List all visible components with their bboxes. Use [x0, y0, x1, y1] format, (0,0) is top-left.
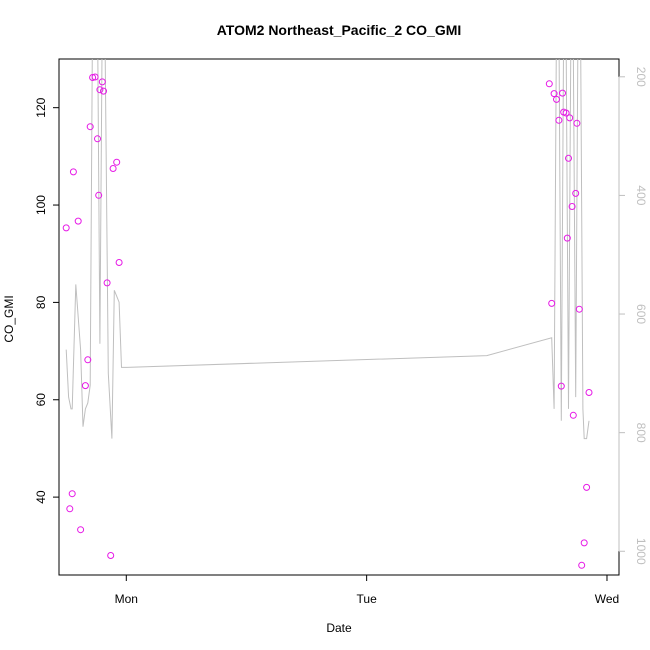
- data-point-7: [84, 356, 92, 364]
- plot-frame: [58, 58, 620, 576]
- data-point-19: [113, 158, 121, 166]
- y-axis-label: CO_GMI: [2, 295, 16, 342]
- data-point-18: [109, 165, 117, 172]
- data-point-10: [91, 73, 99, 81]
- data-point-13: [96, 86, 104, 94]
- data-point-25: [555, 116, 563, 124]
- data-point-15: [100, 87, 107, 95]
- data-point-17: [107, 552, 115, 559]
- data-point-34: [569, 411, 577, 419]
- data-point-35: [572, 189, 580, 197]
- series-line-0-0: [65, 59, 590, 440]
- data-point-39: [580, 539, 588, 547]
- data-point-40: [583, 483, 591, 491]
- y-axis: 40 60 80 100 120: [34, 97, 60, 504]
- y2-tick-label-3: 800: [634, 423, 648, 443]
- y2-tick-label-2: 600: [634, 304, 648, 324]
- data-point-30: [563, 234, 571, 242]
- y-tick-label-1: 60: [34, 393, 48, 407]
- data-point-36: [573, 119, 581, 127]
- data-point-2: [68, 490, 76, 498]
- data-point-33: [568, 203, 576, 210]
- data-point-21: [545, 80, 553, 88]
- data-point-22: [548, 299, 556, 307]
- chart-title: ATOM2 Northeast_Pacific_2 CO_GMI: [217, 22, 462, 38]
- data-point-6: [81, 382, 89, 390]
- data-point-20: [115, 259, 123, 266]
- data-point-5: [77, 526, 85, 534]
- y-tick-label-2: 80: [34, 295, 48, 309]
- x-tick-label-2: Wed: [595, 592, 619, 606]
- data-point-16: [103, 279, 111, 287]
- data-point-4: [74, 217, 82, 225]
- data-point-37: [575, 305, 583, 313]
- data-point-29: [562, 109, 570, 117]
- data-point-3: [69, 168, 77, 176]
- data-point-26: [557, 382, 565, 390]
- data-point-8: [86, 123, 94, 131]
- data-point-1: [66, 505, 74, 513]
- data-point-31: [565, 154, 572, 162]
- y2-tick-label-4: 1000: [634, 538, 648, 565]
- pressure-series: [65, 59, 590, 440]
- x-axis: Mon Tue Wed: [115, 574, 619, 606]
- y-tick-label-3: 100: [34, 195, 48, 215]
- x-axis-label: Date: [326, 621, 352, 635]
- x-tick-label-1: Tue: [357, 592, 378, 606]
- data-point-23: [550, 90, 558, 98]
- data-point-9: [89, 74, 97, 81]
- data-point-14: [98, 78, 106, 86]
- data-point-32: [566, 114, 574, 122]
- x-tick-label-0: Mon: [115, 592, 138, 606]
- data-point-38: [578, 561, 586, 569]
- y2-tick-label-0: 200: [634, 67, 648, 87]
- y2-tick-label-1: 400: [634, 185, 648, 205]
- y-tick-label-4: 120: [34, 97, 48, 117]
- secondary-y-axis: 200 400 600 800 1000: [618, 67, 648, 565]
- data-point-12: [95, 191, 103, 199]
- data-point-24: [553, 95, 560, 103]
- data-point-41: [585, 389, 593, 396]
- y-tick-label-0: 40: [34, 490, 48, 504]
- data-point-27: [559, 89, 566, 97]
- data-point-11: [94, 135, 101, 143]
- data-point-0: [62, 224, 70, 232]
- co-gmi-series: [62, 73, 593, 569]
